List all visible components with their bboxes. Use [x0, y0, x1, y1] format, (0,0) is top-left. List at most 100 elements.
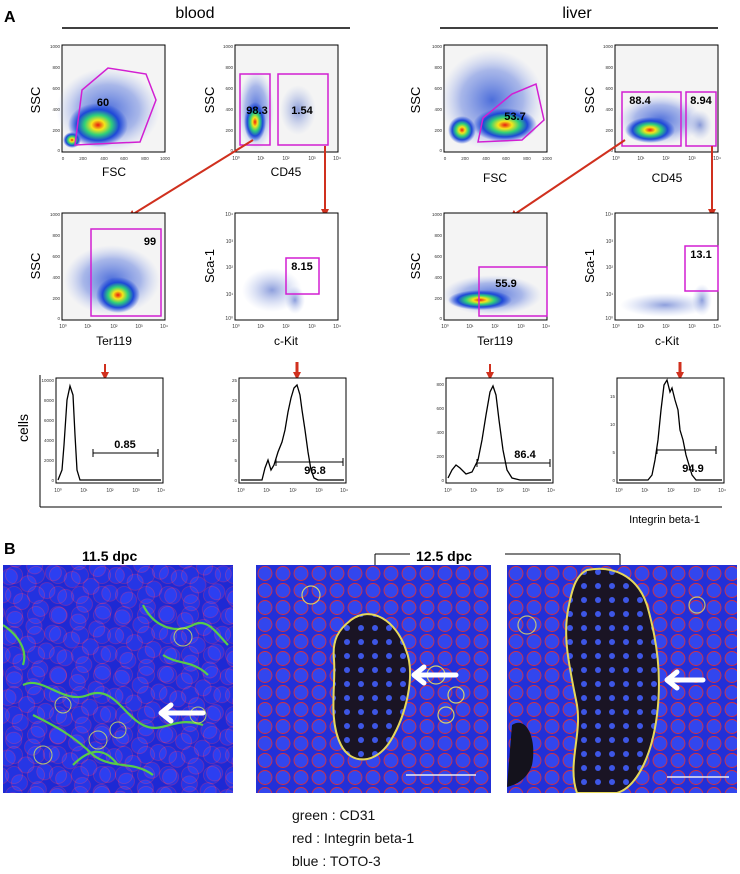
gate-arrow: [127, 139, 254, 218]
value-blood-cd45-left: 98.3: [246, 105, 267, 117]
panel-b-letter: B: [4, 541, 16, 558]
xtick: 10²: [491, 324, 499, 330]
xtick: 10²: [106, 488, 114, 494]
xtick: 10⁴: [713, 156, 721, 162]
xtick: 10²: [110, 324, 118, 330]
plot-liver-cd45-ssc: 88.4 8.94 SSC CD45 1000 800 600 400 200 …: [582, 44, 721, 185]
ytick: 20: [232, 398, 238, 403]
xtick: 10⁴: [542, 324, 550, 330]
ytick: 600: [434, 254, 442, 259]
micrograph-11-5-dpc: [3, 565, 233, 793]
xtick: 10⁴: [157, 488, 165, 494]
xtick: 800: [523, 156, 531, 161]
ytick: 400: [436, 430, 444, 435]
ytick: 400: [605, 107, 613, 112]
ytick: 1000: [603, 44, 614, 49]
plot-blood-ckit-sca1: 8.15 Sca-1 c-Kit 10⁴ 10³ 10² 10¹ 10⁰ 10⁰…: [202, 212, 341, 348]
xtick: 400: [482, 156, 490, 161]
xtick: 1000: [160, 156, 171, 161]
xtick: 10¹: [257, 156, 265, 162]
ytick: 1000: [432, 212, 443, 217]
ytick: 5: [612, 450, 615, 455]
ytick: 25: [232, 378, 238, 383]
xtick: 10¹: [470, 488, 478, 494]
value: 0.85: [114, 439, 135, 451]
ytick: 0: [230, 148, 233, 153]
plot-blood-ter119-ssc: 99 SSC Ter119 1000 800 600 400 200 0 10⁰…: [28, 212, 168, 348]
gate-arrow: [509, 139, 626, 218]
xtick: 10²: [662, 156, 670, 162]
histogram-curve: [619, 378, 722, 481]
xtick: 10²: [289, 488, 297, 494]
ytick: 800: [225, 65, 233, 70]
value-liver-ter119: 55.9: [495, 278, 516, 290]
xlabel: Ter119: [477, 334, 513, 348]
ytick: 10000: [41, 378, 54, 383]
xtick: 800: [141, 156, 149, 161]
xlabel: CD45: [652, 171, 683, 185]
figure-panel-a: A blood liver 60 SSC FSC 1000 800 600 40…: [4, 5, 726, 526]
xtick: 10³: [308, 324, 316, 330]
histogram-liver-ckit: 94.9 15 10 5 0 10⁰ 10¹ 10² 10³ 10⁴: [610, 377, 726, 494]
ylabel: Sca-1: [582, 249, 597, 283]
xlabel: FSC: [102, 165, 126, 179]
xtick: 0: [444, 156, 447, 161]
xtick: 10⁰: [612, 324, 620, 330]
ytick: 0: [441, 478, 444, 483]
value-blood-fsc: 60: [97, 97, 109, 109]
xtick: 10²: [667, 488, 675, 494]
xtick: 10⁴: [333, 156, 341, 162]
xtick: 10¹: [637, 156, 645, 162]
ytick: 10³: [606, 239, 614, 245]
histogram-curve: [447, 384, 551, 481]
ytick: 600: [225, 86, 233, 91]
xtick: 600: [120, 156, 128, 161]
xlabel: c-Kit: [655, 334, 680, 348]
value-liver-ckit: 13.1: [690, 249, 711, 261]
histogram-liver-ter119: 86.4 800 600 400 200 0 10⁰ 10¹ 10² 10³ 1…: [436, 377, 555, 494]
ytick: 400: [434, 107, 442, 112]
ytick: 10: [610, 422, 616, 427]
value-liver-cd45-right: 8.94: [690, 95, 712, 107]
dpc-bracket: [374, 553, 621, 566]
xtick: 10³: [688, 324, 696, 330]
ytick: 0: [439, 316, 442, 321]
plot-blood-cd45-ssc: 98.3 1.54 SSC CD45 1000 800 600 400 200 …: [202, 44, 341, 179]
arrow-icon: [411, 664, 459, 686]
ytick: 600: [436, 406, 444, 411]
ytick: 200: [605, 128, 613, 133]
ytick: 800: [434, 65, 442, 70]
xtick: 10²: [496, 488, 504, 494]
legend-red: red : Integrin beta-1: [292, 830, 415, 846]
ytick: 10³: [226, 239, 234, 245]
stain-legend: green : CD31 red : Integrin beta-1 blue …: [292, 804, 414, 873]
xlabel: c-Kit: [274, 334, 299, 348]
ytick: 0: [57, 316, 60, 321]
xtick: 10³: [693, 488, 701, 494]
ytick: 10⁰: [605, 316, 613, 322]
xtick: 10³: [132, 488, 140, 494]
plot-liver-ckit-sca1: 13.1 Sca-1 c-Kit 10⁴ 10³ 10² 10¹ 10⁰ 10⁰…: [582, 212, 721, 348]
micrograph-12-5-dpc-2: [507, 565, 737, 793]
ylabel: SSC: [202, 87, 217, 114]
xtick: 10³: [517, 324, 525, 330]
xtick: 10⁰: [612, 156, 620, 162]
xtick: 10²: [662, 324, 670, 330]
label-12-5-dpc: 12.5 dpc: [416, 548, 473, 564]
ytick: 0: [57, 148, 60, 153]
xtick: 10⁰: [441, 324, 449, 330]
micrograph-12-5-dpc-1: [256, 565, 491, 793]
xtick: 10⁰: [54, 488, 62, 494]
ytick: 600: [605, 86, 613, 91]
histogram-curve: [241, 383, 344, 481]
ylabel: Sca-1: [202, 249, 217, 283]
xtick: 400: [100, 156, 108, 161]
ytick: 800: [605, 65, 613, 70]
legend-blue: blue : TOTO-3: [292, 853, 381, 869]
xtick: 10²: [282, 324, 290, 330]
ytick: 800: [52, 233, 60, 238]
xtick: 200: [79, 156, 87, 161]
ytick: 400: [52, 275, 60, 280]
ytick: 6000: [44, 418, 55, 423]
xtick: 10³: [315, 488, 323, 494]
